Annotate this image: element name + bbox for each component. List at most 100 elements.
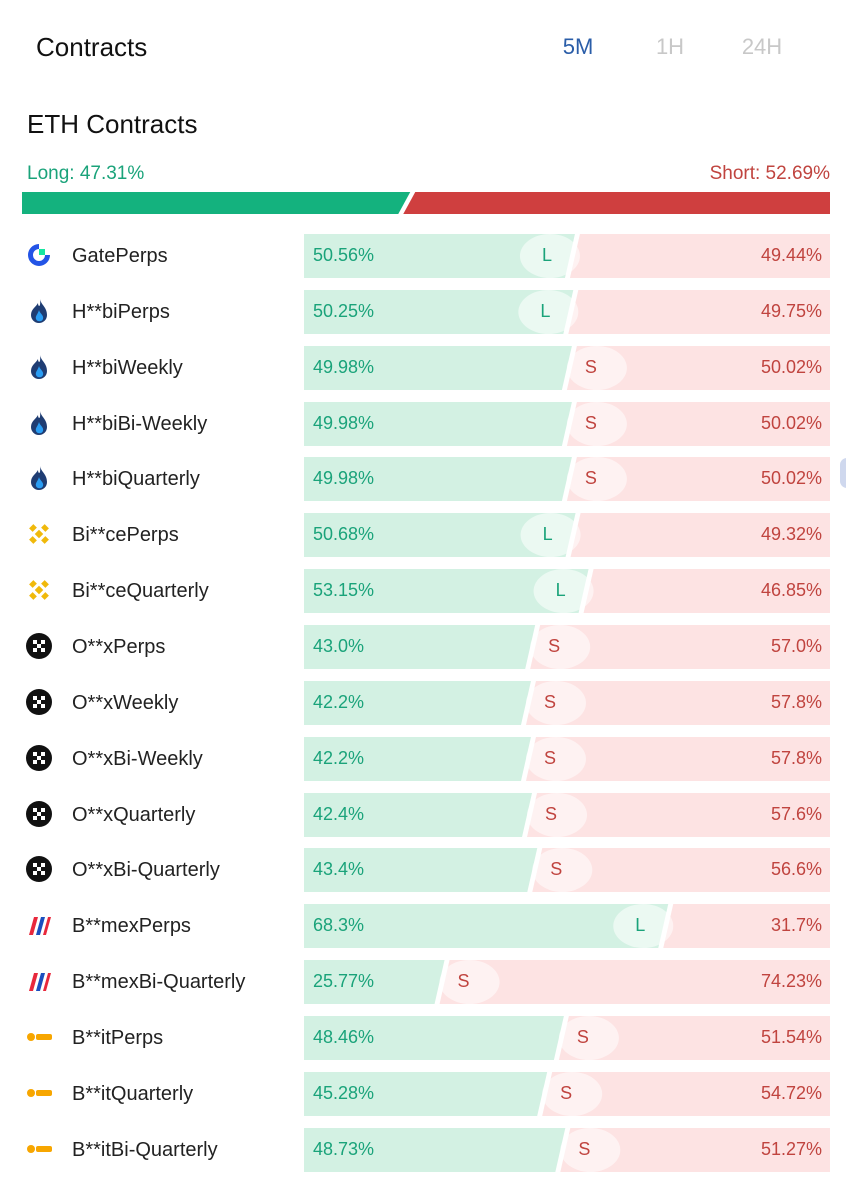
overall-ratio-bar: [22, 192, 830, 214]
exchange-row[interactable]: B**mexPerps 68.3% L 31.7%: [0, 901, 846, 949]
bias-marker: L: [542, 524, 553, 545]
short-percent: 51.54%: [760, 1026, 822, 1047]
short-percent: 49.44%: [760, 245, 822, 265]
exchange-row[interactable]: B**itPerps 48.46% S 51.54%: [0, 1013, 846, 1060]
long-percent: 49.98%: [313, 412, 375, 433]
exchange-row[interactable]: B**mexBi-Quarterly 25.77% S 74.23%: [0, 957, 846, 1005]
exchange-row[interactable]: O**xWeekly 42.2% S 57.8%: [0, 678, 846, 725]
exchange-row[interactable]: H**biWeekly 49.98% S 50.02%: [0, 343, 846, 390]
long-short-bar: 53.15% L 46.85%: [304, 569, 830, 614]
long-short-bar-graphic: [304, 904, 830, 949]
exchange-name: GatePerps: [72, 245, 168, 267]
long-short-bar: 49.98% S 50.02%: [304, 457, 830, 502]
long-short-bar-graphic: [304, 960, 830, 1005]
huobi-flame-icon: [25, 464, 53, 492]
okx-icon: [25, 744, 53, 772]
split-highlight: [530, 624, 591, 669]
exchange-row[interactable]: H**biPerps 50.25% L 49.75%: [0, 287, 846, 334]
long-short-bar-graphic: [304, 736, 830, 781]
short-segment: [532, 848, 830, 893]
short-segment: [663, 904, 830, 949]
short-segment: [560, 1127, 830, 1172]
overall-ratio-labels: Long: 47.31% Short: 52.69%: [27, 163, 830, 187]
exchange-name: O**xPerps: [72, 635, 166, 658]
short-segment: [570, 513, 830, 558]
long-segment: [304, 736, 531, 781]
bias-marker: L: [540, 300, 551, 321]
short-segment: [569, 234, 830, 278]
okx-icon: [25, 855, 53, 883]
exchange-name: B**itBi-Quarterly: [72, 1138, 218, 1161]
long-short-bar-graphic: [304, 234, 830, 278]
bybit-icon: [25, 1135, 53, 1163]
long-segment: [304, 513, 576, 558]
long-percent: 43.4%: [313, 859, 365, 880]
exchange-row[interactable]: H**biBi-Weekly 49.98% S 50.02%: [0, 399, 846, 446]
long-segment: [304, 569, 589, 614]
short-segment: [525, 680, 830, 725]
split-highlight: [525, 736, 586, 781]
long-short-bar-graphic: [304, 457, 830, 502]
long-short-bar-graphic: [304, 289, 830, 334]
tab-24h[interactable]: 24H: [741, 34, 783, 59]
long-short-bar-graphic: [304, 1071, 830, 1116]
short-percent: 57.6%: [770, 803, 822, 824]
short-percent: 56.6%: [770, 859, 822, 880]
tab-5m[interactable]: 5M: [562, 34, 594, 59]
exchange-name: Bi**ceQuarterly: [72, 580, 209, 603]
exchange-row[interactable]: H**biQuarterly 49.98% S 50.02%: [0, 454, 846, 502]
bybit-icon: [25, 1023, 53, 1051]
exchange-row[interactable]: Bi**ceQuarterly 53.15% L 46.85%: [0, 566, 846, 614]
exchange-row[interactable]: GatePerps 50.56% L 49.44%: [0, 231, 846, 278]
long-segment: [304, 345, 572, 390]
exchange-name: O**xWeekly: [72, 691, 179, 714]
exchange-row[interactable]: O**xPerps 43.0% S 57.0%: [0, 622, 846, 669]
bias-marker: S: [543, 691, 556, 712]
short-percent: 57.8%: [770, 691, 822, 712]
split-highlight: [566, 457, 627, 502]
exchange-name: Bi**cePerps: [72, 524, 179, 547]
long-segment: [304, 960, 445, 1005]
long-short-bar: 50.56% L 49.44%: [304, 234, 830, 278]
long-short-bar-graphic: [304, 345, 830, 390]
short-segment: [542, 1071, 830, 1116]
long-short-bar-graphic: [304, 792, 830, 837]
short-percent: 74.23%: [760, 971, 822, 992]
exchange-row[interactable]: O**xBi-Weekly 42.2% S 57.8%: [0, 734, 846, 781]
huobi-flame-icon: [25, 353, 53, 381]
edge-handle[interactable]: [840, 458, 846, 488]
long-segment: [304, 904, 669, 949]
split-highlight: [518, 289, 579, 334]
exchange-row[interactable]: O**xBi-Quarterly 43.4% S 56.6%: [0, 845, 846, 893]
short-percent: 49.32%: [760, 524, 822, 545]
split-highlight: [542, 1071, 603, 1116]
long-short-bar: 50.25% L 49.75%: [304, 289, 830, 334]
long-percent: 42.4%: [313, 803, 365, 824]
exchange-row[interactable]: Bi**cePerps 50.68% L 49.32%: [0, 510, 846, 558]
tab-1h[interactable]: 1H: [655, 34, 685, 59]
split-highlight: [566, 345, 627, 390]
long-segment: [304, 401, 572, 446]
binance-icon: [25, 520, 53, 548]
long-short-bar-graphic: [304, 401, 830, 446]
long-percent: 53.15%: [313, 580, 375, 601]
long-segment: [304, 848, 538, 893]
long-short-bar: 49.98% S 50.02%: [304, 345, 830, 390]
exchange-name: O**xQuarterly: [72, 803, 196, 826]
split-highlight: [519, 234, 580, 278]
long-percent: 45.28%: [313, 1082, 375, 1103]
exchange-name: H**biPerps: [72, 300, 170, 323]
exchange-row[interactable]: B**itBi-Quarterly 48.73% S 51.27%: [0, 1125, 846, 1172]
exchange-row[interactable]: O**xQuarterly 42.4% S 57.6%: [0, 790, 846, 837]
split-highlight: [558, 1015, 619, 1060]
short-segment: [439, 960, 830, 1005]
long-short-bar-graphic: [304, 624, 830, 669]
huobi-flame-icon: [25, 297, 53, 325]
bitmex-icon: [25, 967, 53, 995]
bias-marker: S: [576, 1026, 589, 1047]
long-percent: 42.2%: [313, 747, 365, 768]
exchange-row[interactable]: B**itQuarterly 45.28% S 54.72%: [0, 1069, 846, 1116]
long-short-bar-graphic: [304, 513, 830, 558]
short-percent: 54.72%: [760, 1082, 822, 1103]
split-highlight: [533, 569, 594, 614]
